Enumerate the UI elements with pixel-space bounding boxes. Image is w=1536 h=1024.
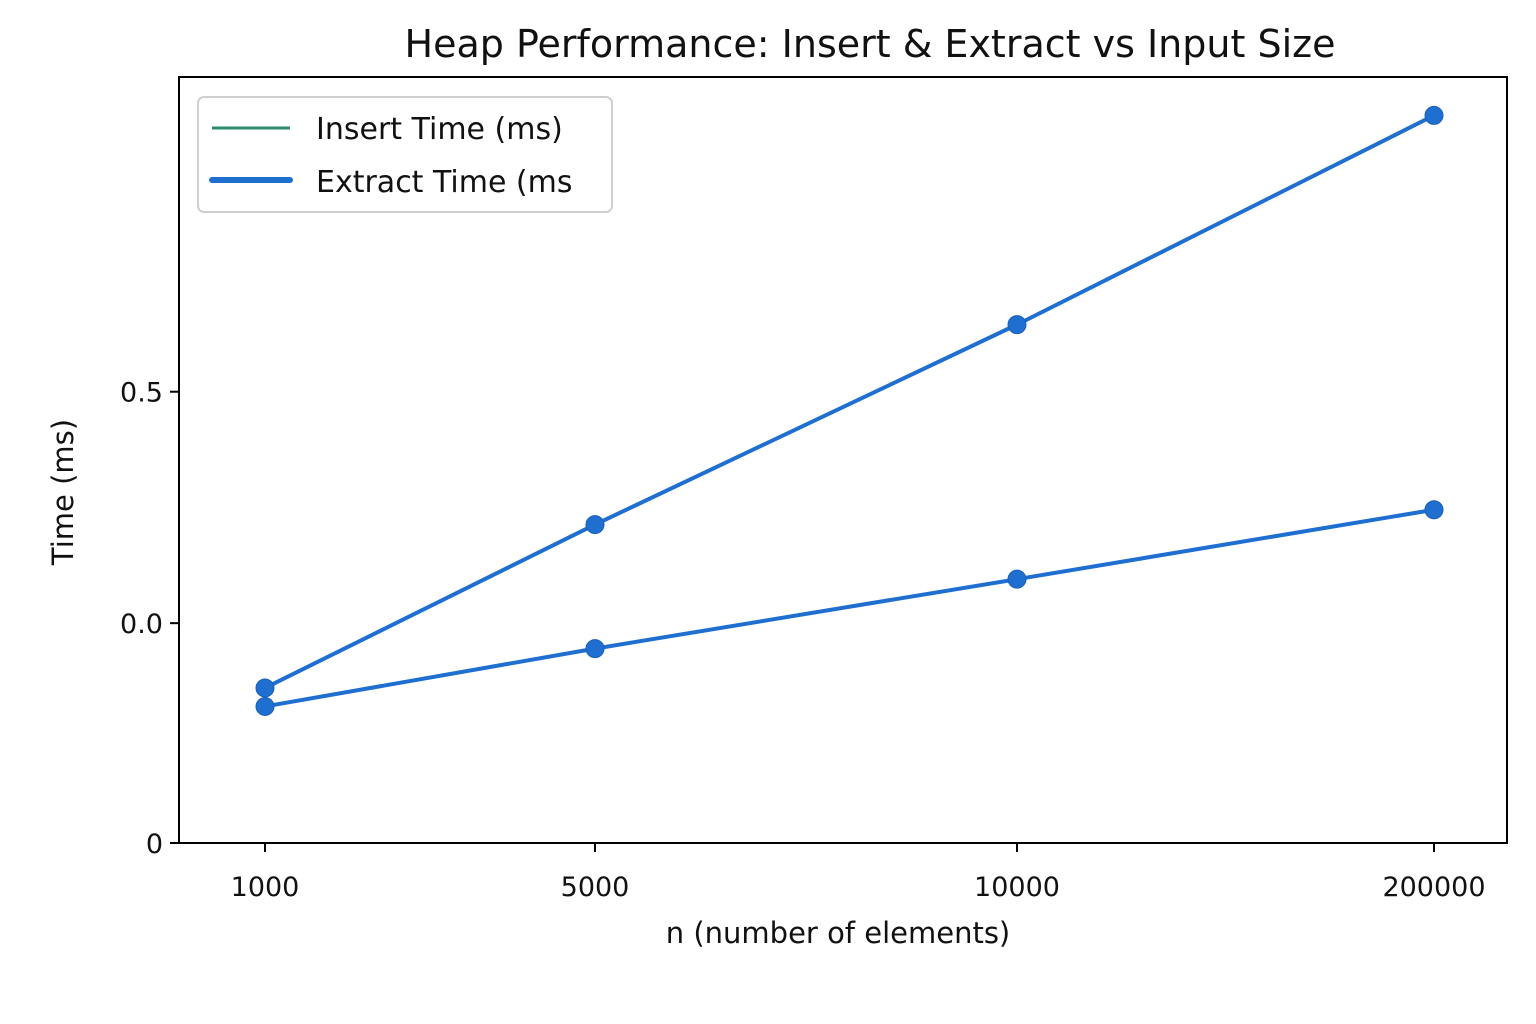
y-axis-ticks: 0 0.0 0.5 [120, 378, 179, 860]
y-axis-label: Time (ms) [46, 419, 80, 566]
series-layer [255, 105, 1444, 716]
data-point-series-0 [1007, 569, 1027, 589]
legend: Insert Time (ms) Extract Time (ms [197, 96, 613, 213]
legend-label-insert: Insert Time (ms) [316, 112, 563, 147]
y-tick-label: 0 [146, 829, 163, 860]
series-line-1 [263, 113, 1436, 690]
data-point-series-1 [1424, 105, 1444, 125]
x-tick-label: 200000 [1382, 872, 1485, 903]
x-axis-label: n (number of elements) [666, 916, 1011, 950]
legend-label-extract: Extract Time (ms [316, 165, 573, 200]
y-tick-label: 0.5 [120, 378, 163, 409]
x-axis-ticks: 1000 5000 10000 200000 [231, 843, 1486, 903]
data-point-series-1 [255, 678, 275, 698]
chart-title: Heap Performance: Insert & Extract vs In… [405, 22, 1336, 66]
y-tick-label: 0.0 [120, 609, 163, 640]
data-point-series-0 [255, 696, 275, 716]
data-point-series-1 [1007, 315, 1027, 335]
plot-frame [178, 76, 1508, 844]
series-line-0 [263, 507, 1436, 709]
legend-box [197, 96, 613, 213]
data-point-series-0 [585, 639, 605, 659]
x-tick-label: 5000 [561, 872, 630, 903]
data-point-series-0 [1424, 500, 1444, 520]
data-point-series-1 [585, 515, 605, 535]
x-tick-label: 1000 [231, 872, 300, 903]
x-tick-label: 10000 [974, 872, 1060, 903]
